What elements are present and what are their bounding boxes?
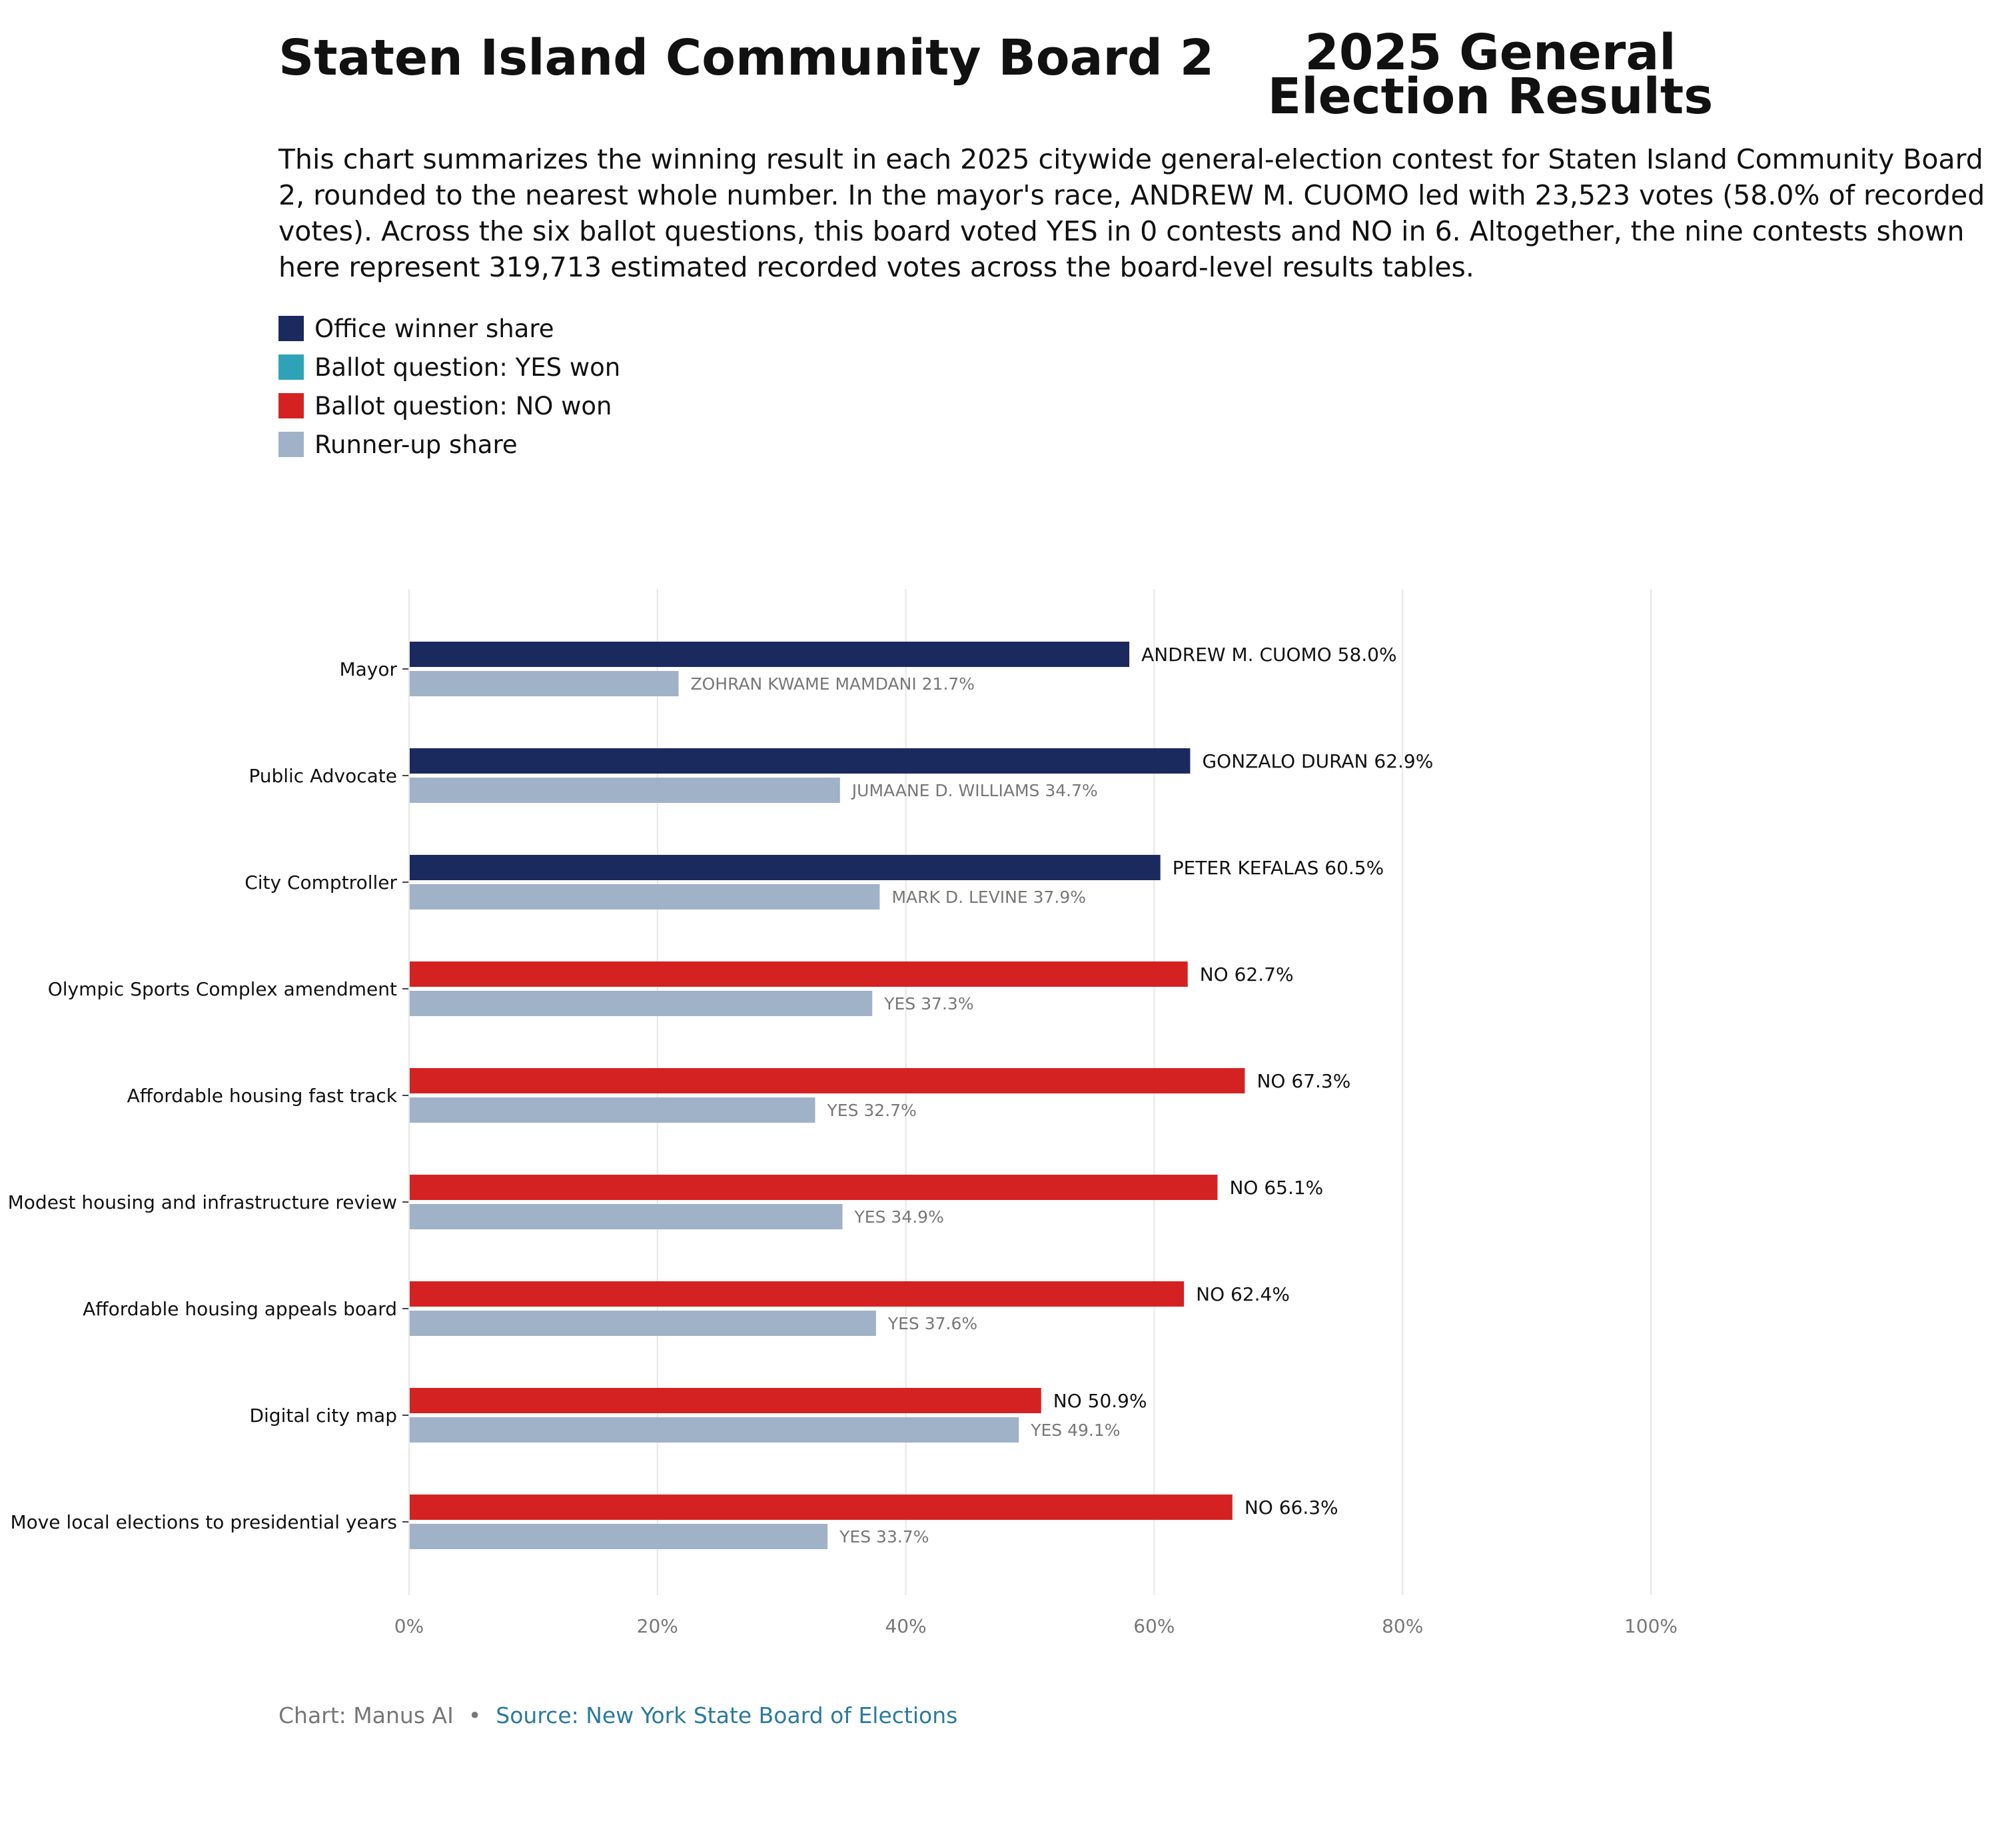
legend-label: Ballot question: YES won bbox=[314, 352, 621, 382]
bar-runner-up bbox=[409, 1097, 815, 1123]
bar-winner-label: NO 62.4% bbox=[1196, 1283, 1290, 1305]
bar-runner-up-label: YES 37.3% bbox=[883, 994, 973, 1013]
bar-runner-up-label: YES 37.6% bbox=[887, 1314, 977, 1333]
y-category-label: Modest housing and infrastructure review bbox=[8, 1191, 397, 1213]
bar-winner bbox=[409, 1388, 1041, 1413]
y-category-label: Olympic Sports Complex amendment bbox=[48, 978, 397, 1000]
legend-label: Office winner share bbox=[314, 314, 554, 343]
y-category-label: Affordable housing appeals board bbox=[83, 1298, 397, 1320]
bar-winner-label: ANDREW M. CUOMO 58.0% bbox=[1141, 644, 1396, 666]
bar-runner-up bbox=[409, 991, 873, 1016]
legend-swatch-yes-won bbox=[278, 354, 304, 380]
chart-title: Staten Island Community Board 2 bbox=[278, 29, 1215, 87]
legend: Office winner share Ballot question: YES… bbox=[278, 309, 620, 464]
y-category-label: City Comptroller bbox=[245, 872, 397, 894]
bar-runner-up bbox=[409, 778, 840, 803]
y-category-label: Mayor bbox=[339, 658, 397, 680]
bar-chart: 0% 20% 40% 60% 80% 100% Mayor ANDREW M. CUOMO 5… bbox=[8, 589, 1678, 1637]
chart-title-continued: 2025 General Election Results bbox=[1267, 24, 1714, 125]
bar-runner-up-label: YES 32.7% bbox=[827, 1101, 917, 1120]
bar-winner bbox=[409, 855, 1161, 880]
bar-runner-up-label: ZOHRAN KWAME MAMDANI 21.7% bbox=[690, 674, 975, 694]
x-tick-label: 60% bbox=[1133, 1615, 1175, 1637]
bar-runner-up-label: YES 33.7% bbox=[839, 1527, 929, 1546]
bar-winner bbox=[409, 748, 1191, 774]
bar-winner bbox=[409, 1175, 1218, 1200]
chart-description: This chart summarizes the winning result… bbox=[278, 143, 1985, 283]
bar-winner-label: NO 62.7% bbox=[1200, 963, 1294, 985]
x-tick-label: 40% bbox=[885, 1615, 926, 1637]
bar-runner-up-label: YES 49.1% bbox=[1030, 1421, 1120, 1440]
bar-winner bbox=[409, 1068, 1245, 1093]
x-tick-label: 20% bbox=[637, 1615, 678, 1637]
bar-winner-label: PETER KEFALAS 60.5% bbox=[1173, 857, 1384, 879]
legend-swatch-office-winner bbox=[278, 316, 304, 341]
y-category-label: Public Advocate bbox=[249, 765, 397, 787]
y-category-label: Digital city map bbox=[249, 1405, 397, 1427]
legend-label: Runner-up share bbox=[314, 430, 518, 459]
bar-winner-label: NO 50.9% bbox=[1053, 1390, 1147, 1412]
legend-item-office-winner: Office winner share bbox=[278, 309, 620, 348]
legend-item-runner-up: Runner-up share bbox=[278, 425, 620, 464]
footer-separator: • bbox=[468, 1702, 482, 1728]
legend-label: Ballot question: NO won bbox=[314, 391, 612, 420]
chart-footer: Chart: Manus AI • Source: New York State B… bbox=[278, 1702, 957, 1728]
bar-winner-label: GONZALO DURAN 62.9% bbox=[1202, 750, 1433, 772]
bar-winner bbox=[409, 1281, 1185, 1307]
bar-runner-up-label: MARK D. LEVINE 37.9% bbox=[891, 888, 1086, 907]
bar-runner-up bbox=[409, 1524, 828, 1549]
legend-item-yes-won: Ballot question: YES won bbox=[278, 348, 620, 386]
legend-item-no-won: Ballot question: NO won bbox=[278, 386, 620, 425]
x-tick-label: 0% bbox=[394, 1615, 424, 1637]
bar-runner-up-label: YES 34.9% bbox=[854, 1207, 944, 1227]
bar-winner-label: NO 66.3% bbox=[1245, 1497, 1338, 1519]
x-tick-label: 80% bbox=[1382, 1615, 1423, 1637]
bar-winner-label: NO 67.3% bbox=[1257, 1070, 1350, 1092]
bar-winner-label: NO 65.1% bbox=[1229, 1177, 1323, 1199]
bar-runner-up bbox=[409, 671, 679, 696]
bar-runner-up bbox=[409, 884, 880, 910]
bar-runner-up bbox=[409, 1311, 876, 1336]
bar-runner-up-label: JUMAANE D. WILLIAMS 34.7% bbox=[851, 781, 1098, 800]
y-category-label: Move local elections to presidential yea… bbox=[10, 1511, 397, 1533]
x-tick-label: 100% bbox=[1624, 1615, 1678, 1637]
legend-swatch-runner-up bbox=[278, 432, 304, 457]
source-link[interactable]: Source: New York State Board of Election… bbox=[496, 1702, 958, 1728]
bar-runner-up bbox=[409, 1417, 1019, 1443]
bar-winner bbox=[409, 1495, 1233, 1520]
bar-runner-up bbox=[409, 1204, 843, 1229]
bar-winner bbox=[409, 642, 1130, 667]
legend-swatch-no-won bbox=[278, 393, 304, 418]
chart-credit: Chart: Manus AI bbox=[278, 1702, 454, 1728]
bar-winner bbox=[409, 961, 1188, 987]
y-category-label: Affordable housing fast track bbox=[127, 1085, 398, 1107]
